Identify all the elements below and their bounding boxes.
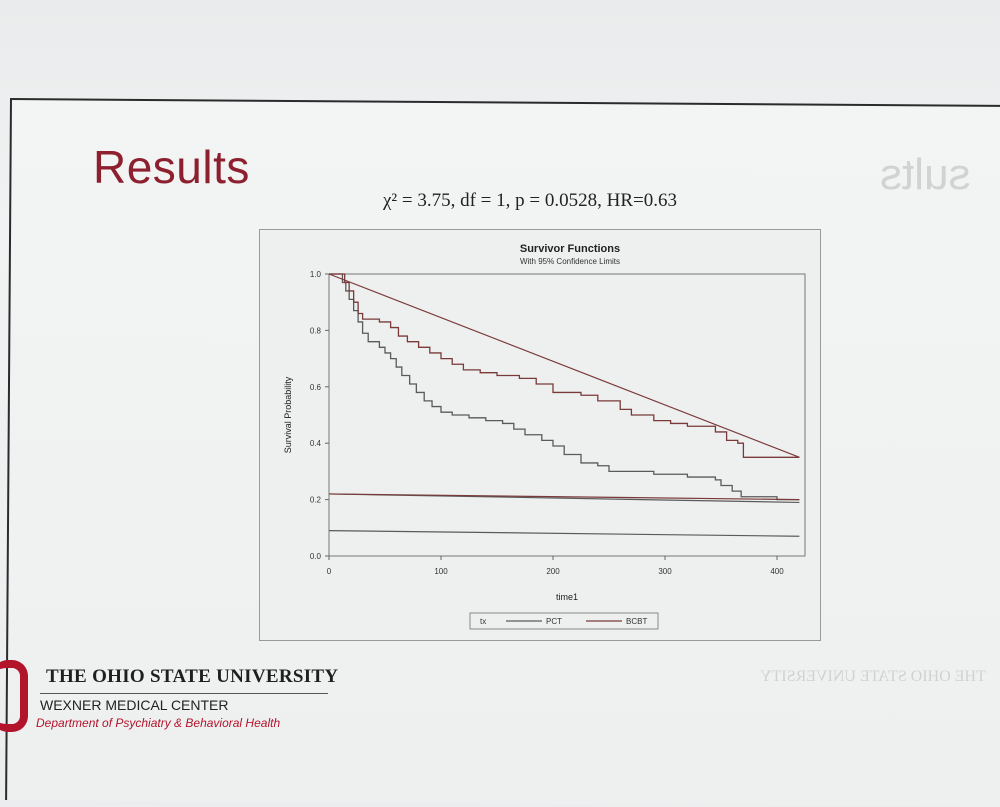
bleed-through-footer: THE OHIO STATE UNIVERSITY [760, 668, 986, 685]
y-axis-label: Survival Probability [283, 376, 293, 453]
test-statistics: χ² = 3.75, df = 1, p = 0.0528, HR=0.63 [383, 190, 677, 211]
legend-box [469, 612, 659, 630]
y-tick-label: 0.2 [310, 496, 322, 505]
chart-title: Survivor Functions [520, 243, 620, 255]
legend-title: tx [480, 617, 486, 626]
pct-survival-line [329, 273, 800, 501]
department-name: Department of Psychiatry & Behavioral He… [36, 716, 281, 730]
y-tick-label: 0.0 [310, 552, 322, 561]
y-tick-label: 0.8 [310, 326, 322, 335]
bcbt-survival-line [329, 273, 800, 458]
plot-frame [328, 273, 806, 557]
footer-divider [40, 693, 328, 694]
x-tick-label: 400 [770, 567, 784, 576]
footer-logo: THE OHIO STATE UNIVERSITY WEXNER MEDICAL… [0, 660, 360, 750]
bcbt-upper-limit-line [328, 273, 800, 458]
medical-center-name: WEXNER MEDICAL CENTER [40, 697, 229, 713]
y-tick-label: 0.4 [310, 439, 322, 448]
x-tick-label: 0 [327, 567, 332, 576]
legend-label-pct: PCT [546, 617, 562, 626]
bleed-through-title: sults [880, 150, 971, 199]
x-axis-label: time1 [556, 592, 578, 602]
pct-lower-limit-line [328, 530, 800, 537]
x-tick-label: 200 [546, 567, 560, 576]
x-tick-label: 100 [434, 567, 448, 576]
survival-chart-panel: Survivor Functions With 95% Confidence Li… [259, 229, 821, 641]
slide-title: Results [93, 141, 250, 193]
chart-subtitle: With 95% Confidence Limits [520, 257, 620, 266]
bcbt-lower-limit-line [328, 493, 800, 501]
university-name: THE OHIO STATE UNIVERSITY [46, 666, 339, 687]
legend-label-bcbt: BCBT [626, 617, 647, 626]
survival-chart: Survivor Functions With 95% Confidence Li… [283, 243, 806, 630]
y-tick-label: 1.0 [310, 270, 322, 279]
y-tick-label: 0.6 [310, 383, 322, 392]
block-o-logo-icon [0, 660, 28, 732]
x-tick-label: 300 [658, 567, 672, 576]
